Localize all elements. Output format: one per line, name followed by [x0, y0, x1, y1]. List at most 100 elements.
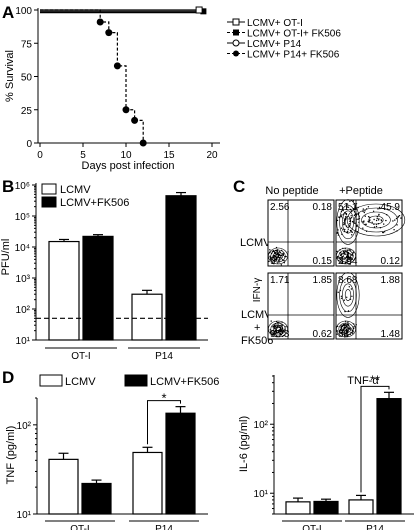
quadrant-ll-value: 97	[270, 256, 282, 267]
event-dot	[346, 325, 348, 327]
bar-P14-1	[165, 412, 196, 515]
event-dot	[371, 221, 373, 223]
quadrant-ul-value: 1.71	[270, 275, 290, 286]
event-dot	[344, 332, 346, 335]
contour-line	[272, 324, 284, 334]
legend-label: LCMV+FK506	[60, 197, 129, 209]
group-label: P14	[155, 351, 173, 362]
event-dot	[351, 332, 354, 334]
event-dot	[347, 323, 349, 326]
event-dot	[343, 224, 345, 226]
event-dot	[276, 327, 278, 329]
panel-letter-b: B	[2, 177, 14, 196]
event-dot	[351, 231, 353, 233]
y-tick-label: 100	[15, 6, 32, 17]
event-dot	[269, 255, 271, 257]
event-dot	[350, 288, 353, 290]
marker-ot1	[195, 6, 203, 14]
event-dot	[280, 257, 282, 259]
col-label-peptide: +Peptide	[339, 185, 383, 197]
event-dot	[354, 207, 356, 209]
point-p14-fk506	[113, 62, 121, 70]
event-dot	[346, 203, 349, 205]
event-dot	[343, 299, 345, 301]
event-dot	[337, 255, 339, 258]
tnf-chart: 10¹ 10² TNF (pg/ml) * OT-I P14 LCMV LCMV+FK…	[5, 374, 219, 530]
event-dot	[355, 203, 358, 205]
legend-marker	[233, 50, 239, 57]
event-dot	[340, 295, 343, 297]
event-dot	[347, 228, 349, 230]
event-dot	[392, 220, 394, 222]
event-dot	[378, 214, 380, 216]
event-dot	[336, 333, 338, 335]
contour-line	[336, 320, 356, 338]
contour-line	[275, 326, 281, 332]
event-dot	[283, 329, 285, 331]
event-dot	[274, 328, 276, 330]
quadrant-lr-value: 0.15	[313, 256, 333, 267]
event-dot	[362, 210, 364, 213]
legend-marker	[232, 18, 240, 26]
contour-line	[268, 247, 288, 265]
event-dot	[340, 325, 342, 328]
quadrant-ul-value: 2.56	[270, 202, 290, 213]
significance-bracket	[147, 400, 181, 445]
y-tick-label: 0	[26, 139, 32, 150]
x-tick-label: 15	[163, 150, 175, 161]
event-dot	[342, 229, 344, 231]
panel-letter-c: C	[233, 177, 245, 196]
event-dot	[349, 249, 352, 251]
event-dot	[369, 219, 371, 222]
contour-line	[338, 322, 354, 336]
marker-ot1-fk506	[200, 8, 207, 15]
group-label: P14	[155, 524, 173, 530]
event-dot	[273, 255, 276, 257]
event-dot	[349, 208, 351, 211]
quadrant-ll-value: 88	[338, 329, 350, 340]
legend-swatch	[124, 374, 148, 387]
event-dot	[400, 217, 402, 219]
bar-P14-1	[376, 398, 402, 515]
event-dot	[351, 254, 353, 256]
event-dot	[269, 258, 272, 260]
event-dot	[353, 326, 355, 328]
event-dot	[367, 216, 370, 218]
legend-swatch	[41, 183, 57, 195]
event-dot	[363, 211, 365, 214]
flow-cytometry-panel: No peptide +Peptide LCMV LCMV + FK506 IF…	[240, 185, 406, 387]
quadrant-ll-value: 95.8	[270, 329, 290, 340]
point-p14-fk506	[131, 116, 139, 124]
event-dot	[384, 231, 386, 233]
event-dot	[277, 255, 279, 257]
event-dot	[346, 206, 348, 208]
survival-y-label: % Survival	[4, 50, 16, 102]
bar-OT-I-1	[81, 482, 112, 515]
quadrant-ur-value: 0.18	[313, 202, 333, 213]
bar-OT-I-1	[82, 235, 114, 341]
contour-line	[336, 199, 360, 245]
event-dot	[342, 250, 345, 253]
event-dot	[353, 222, 355, 224]
quadrant-ur-value: 1.88	[381, 275, 401, 286]
event-dot	[283, 259, 285, 262]
event-dot	[275, 335, 277, 337]
y-tick-label: 10⁵	[15, 212, 30, 223]
event-dot	[275, 258, 278, 260]
contour-line	[338, 249, 354, 263]
event-dot	[362, 221, 365, 223]
legend-label: LCMV+FK506	[150, 376, 219, 388]
event-dot	[353, 214, 356, 217]
contour-line	[268, 320, 288, 338]
contour-line	[270, 322, 286, 336]
ifn-gamma-label: IFN-γ	[252, 278, 263, 302]
flow-plot-0-0: 2.56 0.18 97 0.15	[267, 199, 335, 267]
significance-bracket	[360, 385, 390, 493]
event-dot	[348, 218, 350, 220]
tnf-alpha-label: TNF-α	[347, 375, 379, 387]
event-dot	[272, 333, 274, 336]
tnf-y-label: TNF (pg/ml)	[5, 426, 17, 485]
event-dot	[398, 215, 401, 217]
group-label: P14	[366, 524, 384, 530]
point-p14-fk506	[105, 29, 113, 37]
